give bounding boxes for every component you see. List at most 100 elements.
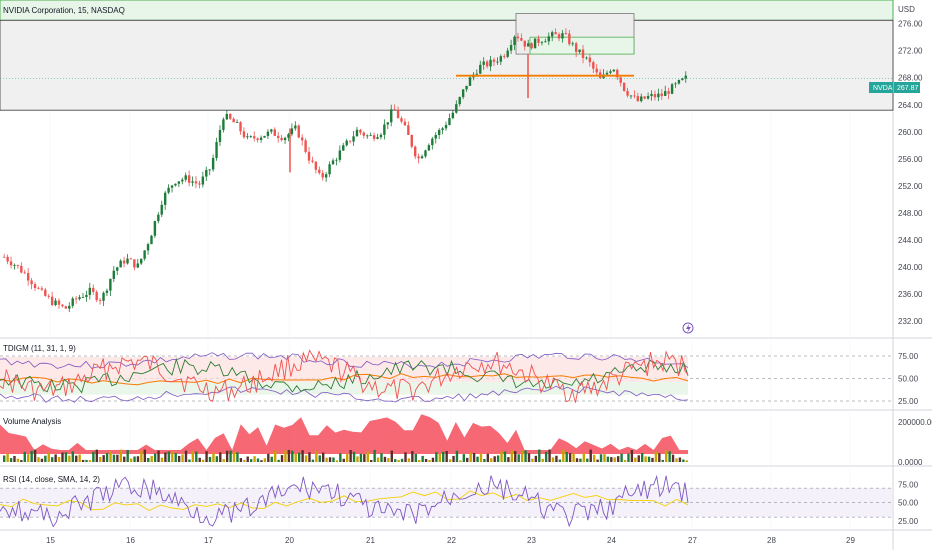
volume-bar: [174, 453, 177, 462]
candle-body: [54, 300, 57, 306]
volume-bar: [212, 452, 215, 462]
volume-bar: [514, 451, 517, 462]
candle-body: [249, 136, 252, 137]
candle-body: [681, 78, 684, 80]
volume-bar: [366, 451, 369, 462]
candle-body: [253, 136, 256, 139]
candle-body: [3, 256, 6, 258]
volume-bar: [44, 455, 47, 462]
candle-body: [420, 156, 424, 159]
time-axis[interactable]: 15 16 17 20 21 22 23 24 27 28 29: [46, 536, 855, 545]
candle-body: [677, 79, 681, 84]
candle-body: [338, 150, 342, 160]
volume-bar: [627, 453, 630, 462]
volume-bar: [658, 453, 661, 462]
volume-bar: [380, 453, 383, 462]
candle-body: [475, 73, 479, 75]
volume-bar: [129, 458, 133, 462]
rsi-pane[interactable]: 75.00 50.00 25.00: [0, 474, 919, 528]
volume-bar: [109, 451, 112, 462]
volume-bar: [548, 449, 551, 462]
volume-bar: [205, 451, 208, 462]
candle-body: [612, 69, 616, 72]
time-tick-label: 21: [366, 536, 375, 545]
volume-pane[interactable]: 200000.00 0.0000: [0, 414, 932, 467]
volume-bar: [222, 459, 225, 462]
candle-body: [489, 59, 492, 67]
candle-body: [187, 175, 191, 183]
candle-body: [6, 256, 9, 262]
volume-bar: [568, 453, 572, 462]
candle-body: [396, 110, 400, 119]
volume-bar: [455, 450, 459, 462]
candle-body: [557, 34, 561, 39]
candle-body: [629, 95, 633, 97]
volume-bar: [123, 456, 126, 462]
volume-bar: [263, 458, 267, 462]
volume-bar: [177, 455, 181, 462]
volume-bar: [219, 452, 222, 462]
volume-bar: [661, 459, 664, 462]
candle-body: [410, 134, 413, 147]
candle-body: [622, 82, 626, 91]
candle-body: [653, 94, 657, 98]
rsi-line: [0, 474, 689, 528]
volume-bar: [359, 453, 363, 462]
tdi-pane[interactable]: 75.00 50.00 25.00: [0, 349, 919, 406]
volume-bar: [442, 451, 445, 462]
candle-body: [376, 137, 379, 139]
volume-bar: [95, 449, 99, 462]
candle-body: [684, 75, 687, 79]
volume-bar: [541, 458, 544, 462]
volume-bar: [483, 458, 486, 462]
price-zones: [0, 0, 894, 111]
candle-body: [92, 287, 95, 292]
candle-body: [414, 146, 417, 157]
volume-bar: [126, 449, 129, 462]
volume-bar: [640, 453, 644, 462]
volume-bar: [140, 451, 143, 462]
time-tick-label: 22: [447, 536, 456, 545]
volume-bar: [599, 454, 603, 462]
volume-bar: [531, 458, 534, 462]
volume-bar: [133, 456, 136, 462]
lightning-icon[interactable]: [682, 322, 694, 334]
volume-bar: [596, 459, 599, 462]
price-tick-label: 268.00: [898, 74, 923, 83]
candle-body: [232, 118, 235, 123]
volume-bar: [394, 459, 397, 462]
candle-body: [533, 38, 537, 49]
candle-body: [342, 145, 345, 151]
candle-body: [643, 96, 646, 99]
volume-bar: [575, 458, 579, 462]
volume-bar: [510, 450, 514, 462]
volume-bar: [304, 455, 308, 462]
candle-body: [592, 62, 595, 69]
volume-bar: [462, 454, 466, 462]
candle-body: [246, 136, 249, 138]
candle-body: [44, 289, 47, 296]
candle-body: [201, 176, 205, 185]
volume-bar: [682, 459, 685, 462]
volume-bar: [418, 459, 421, 462]
volume-bar: [435, 452, 438, 462]
volume-bar: [356, 456, 359, 462]
volume-bar: [644, 456, 647, 462]
volume-bar: [555, 455, 558, 462]
volume-bar: [188, 459, 191, 462]
candle-body: [85, 294, 88, 298]
candle-body: [609, 71, 612, 73]
volume-bar: [277, 459, 280, 462]
volume-bar: [88, 460, 92, 462]
volume-bar: [236, 452, 239, 462]
volume-bar: [6, 453, 9, 462]
candle-body: [191, 181, 194, 183]
candle-body: [407, 125, 410, 135]
volume-bar: [99, 456, 102, 462]
volume-bar: [613, 457, 616, 462]
price-axis[interactable]: 276.00 272.00 268.00 264.00 260.00 256.00 252.…: [898, 20, 923, 326]
candle-body: [581, 49, 585, 58]
candle-body: [465, 85, 468, 90]
volume-bar: [565, 452, 568, 462]
